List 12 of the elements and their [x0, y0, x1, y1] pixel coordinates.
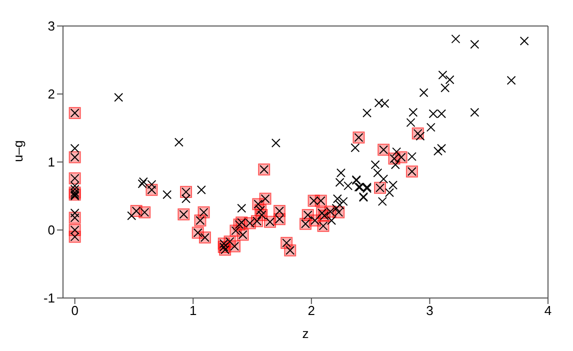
y-tick-label: 1	[48, 154, 55, 170]
x-tick-label: 3	[426, 303, 434, 318]
x-tick-label: 2	[308, 303, 316, 318]
x-tick-label: 1	[190, 303, 197, 318]
y-tick-label: 0	[48, 222, 55, 238]
y-tick-label: 3	[48, 18, 55, 34]
x-tick-label: 0	[71, 303, 78, 318]
y-tick-label: 2	[48, 86, 55, 102]
x-tick-label: 4	[544, 303, 552, 318]
y-tick-label: -1	[43, 290, 55, 306]
x-axis-title: z	[302, 326, 309, 341]
y-axis-title: u–g	[10, 140, 26, 162]
